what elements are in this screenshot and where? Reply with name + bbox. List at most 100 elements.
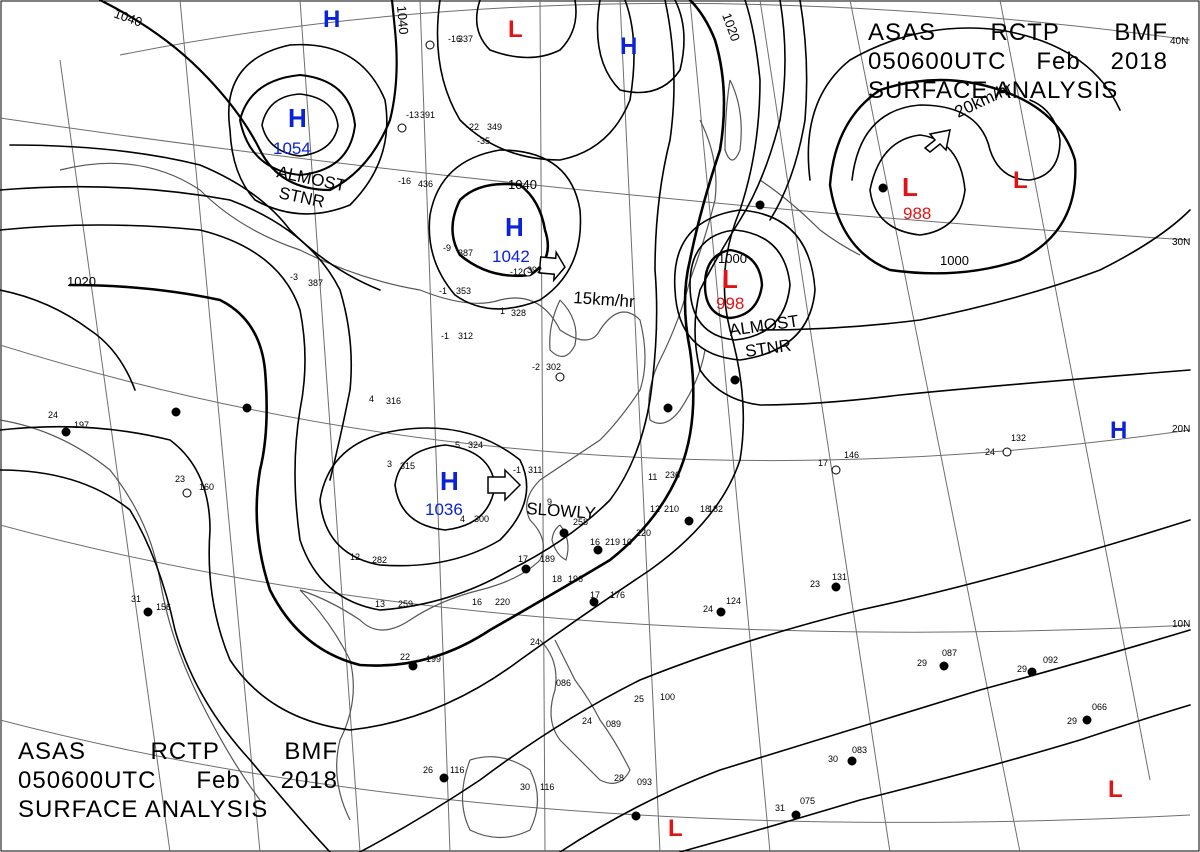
station-circle [730,375,740,385]
header-title: SURFACE ANALYSIS [868,77,1119,104]
high-pressure-marker: H [620,33,637,60]
station-temp: 12 [350,552,360,562]
station-pressure: 349 [487,122,502,132]
station-pressure: 387 [308,278,323,288]
station-temp: -9 [443,243,451,253]
footer-row-2: 050600UTC Feb 2018 [18,766,338,795]
isobar-north-center [475,0,577,59]
station-pressure: 302 [546,362,561,372]
station-pressure: 353 [456,286,471,296]
footer-office: BMF [284,738,338,765]
station-pressure: 220 [636,528,651,538]
station-circle [61,427,71,437]
station-circle [182,488,192,498]
station-pressure: 156 [156,602,171,612]
latitude-line-0 [0,719,1191,823]
movement-arrow-ne [923,129,951,153]
station-temp: 17 [590,590,600,600]
movement-arrows [487,129,951,502]
station-temp: 29 [1067,716,1077,726]
station-circle [939,661,949,671]
low-pressure-value: 988 [903,204,931,223]
station-temp: -12 [510,267,523,277]
high-pressure-marker: H [1110,417,1127,444]
station-pressure: 259 [398,599,413,609]
isobar-1040-north [98,0,398,192]
station-pressure: 199 [426,654,441,664]
station-pressure: 196 [568,574,583,584]
station-circle [171,407,181,417]
isobar-1020-east [694,0,1191,406]
coast-sakhalin [724,79,742,161]
station-pressure: 315 [400,461,415,471]
station-temp: -1 [439,286,447,296]
station-circle [847,756,857,766]
longitude-line-6 [759,0,891,852]
station-temp: 3 [387,459,392,469]
station-temp: 17 [818,458,828,468]
coast-philippines [539,639,631,784]
station-circle [716,607,726,617]
station-pressure: 075 [800,796,815,806]
latitude-line-10n [0,524,1191,633]
isobar-992-ring [869,134,966,236]
coast-asia-east [59,162,646,631]
lat-label-30n: 30N [1172,237,1190,248]
coastlines [0,79,861,839]
high-pressure-marker: H [288,103,307,133]
station-circle [559,528,569,538]
isobar-1020-main [68,0,726,667]
station-temp: 29 [1017,664,1027,674]
station-temp: 13 [375,599,385,609]
low-pressure-marker: L [668,815,683,842]
footer-station: RCTP [150,738,220,765]
station-temp: 24 [582,716,592,726]
low-pressure-marker: L [1108,776,1123,803]
longitude-line-3 [539,0,546,852]
station-temp: -22 [466,122,479,132]
header-office: BMF [1114,19,1168,46]
high-pressure-marker: H [440,466,459,496]
header-bottom-left: ASAS RCTP BMF 050600UTC Feb 2018 SURFACE… [18,737,338,824]
station-pressure: 132 [1011,433,1026,443]
station-symbols [61,40,1092,821]
station-pressure: 328 [511,308,526,318]
latitude-labels: 40N 30N 20N 10N [1170,36,1190,630]
longitude-line-7 [849,0,1021,852]
movement-arrow-slowly [487,468,522,502]
station-temp: 23 [175,474,185,484]
isobar-north-ring-2 [436,0,635,161]
header-row-1: ASAS RCTP BMF [868,18,1168,47]
footer-title: SURFACE ANALYSIS [18,796,269,823]
header-agency: ASAS [868,19,937,46]
station-temp: 31 [775,803,785,813]
station-temp: 25 [634,694,644,704]
isobar-label: 1020 [67,274,96,289]
movement-arrow-east [538,249,566,283]
station-pressure: 311 [528,465,542,475]
station-temp: 16 [472,597,482,607]
station-circle [831,465,841,475]
station-pressure: 258 [573,517,588,527]
latitude-line-40n [119,2,1191,56]
station-pressure: 146 [844,450,859,460]
isobar-1000-low [703,248,764,320]
station-temp: 26 [423,765,433,775]
footer-datetime: 050600UTC [18,767,157,794]
station-pressure: 100 [660,692,675,702]
isobar-998-ring [689,229,791,341]
station-pressure: 066 [1092,702,1107,712]
station-pressure: 083 [852,745,867,755]
station-pressure: 337 [458,34,473,44]
station-pressure: 176 [610,590,625,600]
isobar-1032 [9,144,381,291]
station-circle [1002,447,1012,457]
station-pressure: 391 [420,110,435,120]
station-circle [684,516,694,526]
high-pressure-marker: H [323,6,340,33]
station-circle [408,661,418,671]
station-temp: 4 [369,394,374,404]
